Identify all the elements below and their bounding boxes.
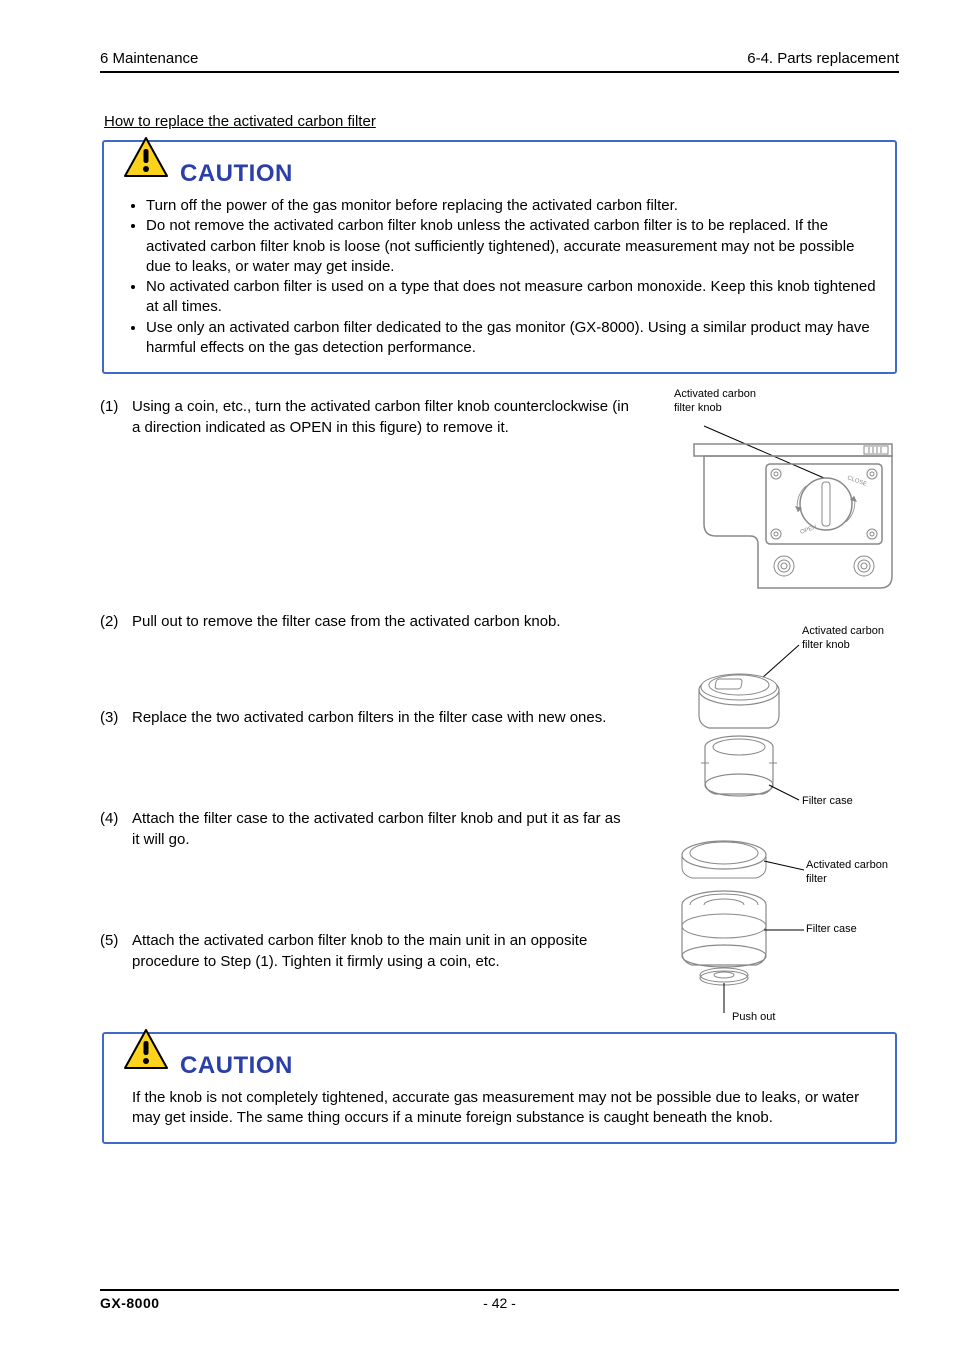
caution-item: Turn off the power of the gas monitor be… [146, 196, 877, 216]
header-left: 6 Maintenance [100, 50, 198, 67]
page-footer: GX-8000 - 42 - [100, 1289, 899, 1311]
device-top-diagram: CLOSE OPEN [674, 416, 899, 596]
caution-item: No activated carbon filter is used on a … [146, 277, 877, 318]
section-title: How to replace the activated carbon filt… [104, 113, 899, 130]
caution-item: Do not remove the activated carbon filte… [146, 216, 877, 277]
caution-item: Use only an activated carbon filter dedi… [146, 318, 877, 359]
knob-filtercase-diagram [654, 625, 894, 820]
figure-label-push-out: Push out [732, 1011, 775, 1025]
step-num: (5) [100, 930, 132, 951]
step-text: Replace the two activated carbon filters… [132, 707, 606, 728]
caution-icon [122, 136, 170, 178]
footer-model: GX-8000 [100, 1295, 160, 1311]
caution-body-text: If the knob is not completely tightened,… [132, 1088, 877, 1129]
caution-icon [122, 1028, 170, 1070]
caution-word: CAUTION [180, 162, 293, 186]
step-text: Using a coin, etc., turn the activated c… [132, 396, 632, 438]
caution-word: CAUTION [180, 1054, 293, 1078]
step-num: (1) [100, 396, 132, 417]
caution-list: Turn off the power of the gas monitor be… [146, 196, 877, 358]
figure-label-knob: Activated carbon filter knob [674, 388, 899, 416]
figure-label-filter-case: Filter case [802, 795, 853, 809]
svg-text:CLOSE: CLOSE [846, 475, 867, 488]
caution-box-1: CAUTION Turn off the power of the gas mo… [102, 140, 897, 374]
step-text: Attach the filter case to the activated … [132, 808, 632, 850]
footer-page-num: - 42 - [483, 1295, 516, 1311]
step-num: (3) [100, 707, 132, 728]
step-num: (2) [100, 611, 132, 632]
step-text: Attach the activated carbon filter knob … [132, 930, 632, 972]
caution-box-2: CAUTION If the knob is not completely ti… [102, 1032, 897, 1145]
step-text: Pull out to remove the filter case from … [132, 611, 561, 632]
figure-label-carbon-filter: Activated carbon filter [806, 859, 888, 887]
figure-label-knob2: Activated carbon filter knob [802, 625, 884, 653]
header-right: 6-4. Parts replacement [747, 50, 899, 67]
step-num: (4) [100, 808, 132, 829]
svg-text:OPEN: OPEN [800, 524, 818, 535]
page-header: 6 Maintenance 6-4. Parts replacement [100, 50, 899, 73]
figure-label-filter-case2: Filter case [806, 923, 857, 937]
